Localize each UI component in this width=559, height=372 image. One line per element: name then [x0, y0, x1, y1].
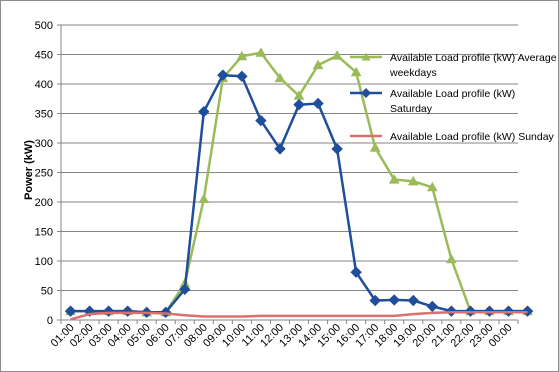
data-point: [407, 175, 419, 186]
data-point: [388, 294, 400, 306]
legend-entry-1: Available Load profile (kW) Saturday: [350, 88, 515, 115]
data-point: [369, 294, 381, 307]
data-point: [236, 50, 248, 61]
series-line: [70, 311, 528, 321]
data-point: [198, 193, 210, 204]
data-point: [350, 266, 362, 278]
y-tick-labels: 0 50 100 150 200 250 300 350 400 450 500: [35, 20, 53, 327]
data-point: [331, 50, 343, 60]
legend-label: Available Load profile (kW) Sunday: [390, 131, 555, 143]
y-tick-label: 200: [35, 197, 53, 209]
data-point: [274, 143, 286, 155]
data-point: [312, 59, 324, 70]
y-tick-label: 400: [35, 79, 53, 91]
legend: Available Load profile (kW) Average weekd…: [350, 52, 557, 143]
data-point: [521, 305, 534, 317]
legend-entry-0: Available Load profile (kW) Average weekd…: [350, 52, 557, 79]
data-point: [198, 106, 210, 118]
data-point: [350, 66, 362, 77]
x-tick-labels: 01:0002:0003:0004:0005:0006:0007:0008:00…: [49, 322, 515, 350]
data-point: [179, 283, 191, 296]
data-point: [293, 98, 305, 111]
data-point: [255, 47, 267, 57]
legend-label: weekdays: [389, 67, 437, 79]
data-point: [274, 72, 286, 83]
data-point: [64, 305, 77, 317]
data-point: [426, 181, 438, 192]
y-axis-label: Power (kW): [23, 140, 35, 200]
gridlines: [61, 24, 518, 291]
y-tick-label: 450: [35, 50, 53, 62]
data-point: [445, 253, 457, 264]
y-tick-label: 350: [35, 109, 53, 121]
data-point: [312, 97, 324, 110]
y-tick-label: 250: [35, 168, 53, 180]
legend-marker: [361, 52, 371, 61]
legend-label: Available Load profile (kW) Average: [390, 52, 557, 64]
series-group: [64, 47, 534, 321]
data-point: [217, 69, 229, 81]
y-tick-label: 100: [35, 256, 53, 268]
y-tick-label: 50: [41, 286, 53, 298]
data-point: [331, 143, 343, 155]
data-point: [407, 294, 419, 307]
series-2: [70, 311, 528, 321]
data-point: [255, 114, 267, 127]
y-tick-label: 150: [35, 227, 53, 239]
y-tick-label: 300: [35, 138, 53, 150]
data-point: [236, 70, 248, 83]
legend-label: Saturday: [390, 103, 433, 115]
data-point: [388, 174, 400, 184]
y-tick-label: 0: [47, 315, 53, 327]
data-point: [369, 142, 381, 152]
legend-marker: [361, 88, 371, 98]
data-point: [426, 300, 439, 313]
axes: [57, 24, 519, 324]
legend-label: Available Load profile (kW): [390, 88, 515, 100]
series-1: [64, 69, 534, 319]
y-tick-label: 500: [35, 20, 53, 32]
legend-entry-2: Available Load profile (kW) Sunday: [350, 131, 555, 143]
